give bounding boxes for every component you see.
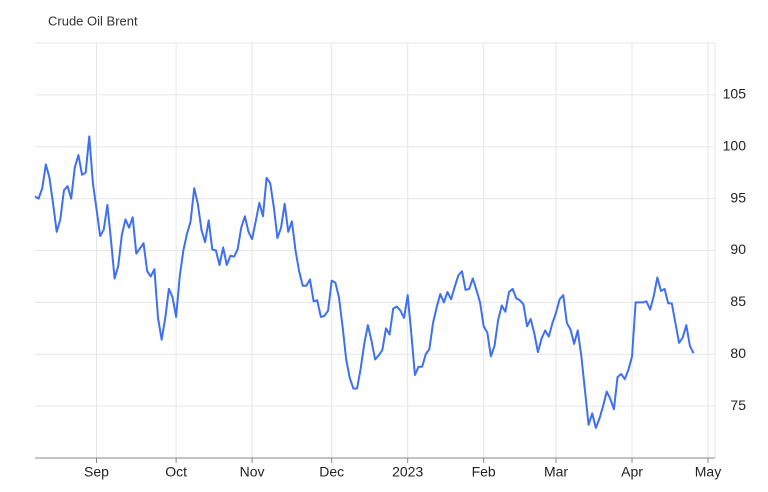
price-line [34, 135, 695, 429]
x-tick-label: Dec [319, 464, 344, 480]
x-tick-label: May [695, 464, 721, 480]
x-tick-label: Feb [472, 464, 496, 480]
y-tick-label: 90 [730, 241, 746, 257]
y-tick-label: 95 [730, 189, 746, 205]
x-tick-label: 2023 [392, 464, 423, 480]
x-tick-label: Sep [84, 464, 109, 480]
y-tick-label: 85 [730, 293, 746, 309]
x-tick-label: Nov [240, 464, 265, 480]
x-tick-label: Oct [165, 464, 187, 480]
x-tick-label: Apr [621, 464, 643, 480]
y-tick-label: 75 [730, 397, 746, 413]
y-tick-label: 105 [723, 86, 747, 102]
x-tick-label: Mar [544, 464, 568, 480]
chart-title: Crude Oil Brent [48, 13, 138, 28]
y-tick-label: 100 [723, 137, 747, 153]
y-tick-label: 80 [730, 345, 746, 361]
